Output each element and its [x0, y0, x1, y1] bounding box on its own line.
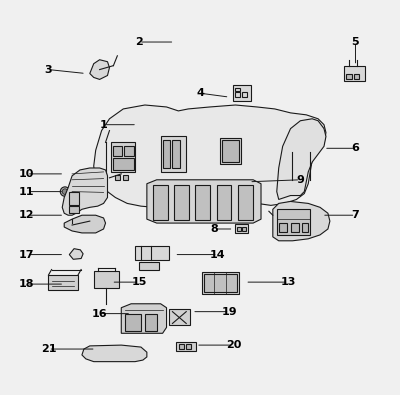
Bar [346, 73, 352, 79]
Bar [242, 227, 246, 231]
Bar [279, 224, 287, 232]
Bar [139, 261, 159, 270]
Bar [113, 146, 122, 156]
Bar [172, 141, 180, 168]
Text: 2: 2 [135, 37, 143, 47]
Text: 19: 19 [222, 307, 237, 317]
Text: 13: 13 [281, 277, 296, 287]
Bar [69, 192, 79, 205]
Text: 12: 12 [19, 210, 34, 220]
Text: 1: 1 [100, 120, 108, 130]
Text: 5: 5 [352, 37, 359, 47]
Polygon shape [277, 119, 326, 199]
Polygon shape [273, 201, 330, 241]
Bar [277, 209, 310, 235]
Bar [238, 185, 253, 220]
Polygon shape [90, 60, 110, 79]
Text: 18: 18 [19, 279, 34, 289]
Bar [220, 139, 241, 164]
Bar [236, 88, 240, 91]
Bar [242, 92, 247, 97]
Bar [124, 146, 134, 156]
Circle shape [62, 189, 68, 194]
Text: 7: 7 [352, 210, 359, 220]
Bar [344, 66, 365, 81]
Text: 17: 17 [19, 250, 34, 260]
Bar [235, 224, 248, 233]
Polygon shape [121, 304, 166, 333]
Text: 4: 4 [196, 88, 204, 98]
Text: 15: 15 [131, 277, 147, 287]
Text: 21: 21 [41, 344, 56, 354]
Bar [112, 142, 135, 172]
Bar [135, 246, 168, 260]
Bar [174, 185, 189, 220]
Text: 14: 14 [210, 250, 226, 260]
Text: 11: 11 [19, 186, 34, 197]
Bar [237, 227, 240, 231]
Bar [168, 309, 190, 325]
Bar [236, 92, 240, 97]
Bar [354, 73, 360, 79]
Bar [176, 342, 196, 351]
Bar [69, 206, 79, 213]
Text: 3: 3 [45, 64, 52, 75]
Polygon shape [94, 105, 326, 207]
Bar [290, 224, 299, 232]
Circle shape [60, 187, 70, 196]
Bar [161, 137, 186, 172]
Bar [113, 158, 134, 170]
Polygon shape [62, 168, 108, 215]
Text: 6: 6 [352, 143, 360, 153]
Bar [163, 141, 170, 168]
Text: 16: 16 [92, 308, 108, 319]
Bar [125, 314, 141, 331]
Polygon shape [82, 345, 147, 362]
Text: 20: 20 [226, 340, 241, 350]
Bar [216, 185, 232, 220]
Bar [123, 175, 128, 180]
Text: 9: 9 [296, 175, 304, 185]
Bar [145, 314, 157, 331]
Bar [186, 344, 191, 350]
Bar [222, 141, 239, 162]
Text: 8: 8 [210, 224, 218, 234]
Bar [202, 272, 239, 294]
Ellipse shape [292, 153, 308, 179]
Polygon shape [69, 249, 83, 259]
Bar [115, 175, 120, 180]
Bar [153, 185, 168, 220]
Bar [234, 85, 251, 101]
Text: 10: 10 [19, 169, 34, 179]
Polygon shape [64, 215, 106, 233]
Bar [48, 275, 78, 290]
Bar [195, 185, 210, 220]
Bar [204, 274, 237, 292]
Polygon shape [147, 180, 261, 223]
Bar [302, 224, 308, 232]
Bar [179, 344, 184, 350]
Bar [94, 271, 119, 288]
